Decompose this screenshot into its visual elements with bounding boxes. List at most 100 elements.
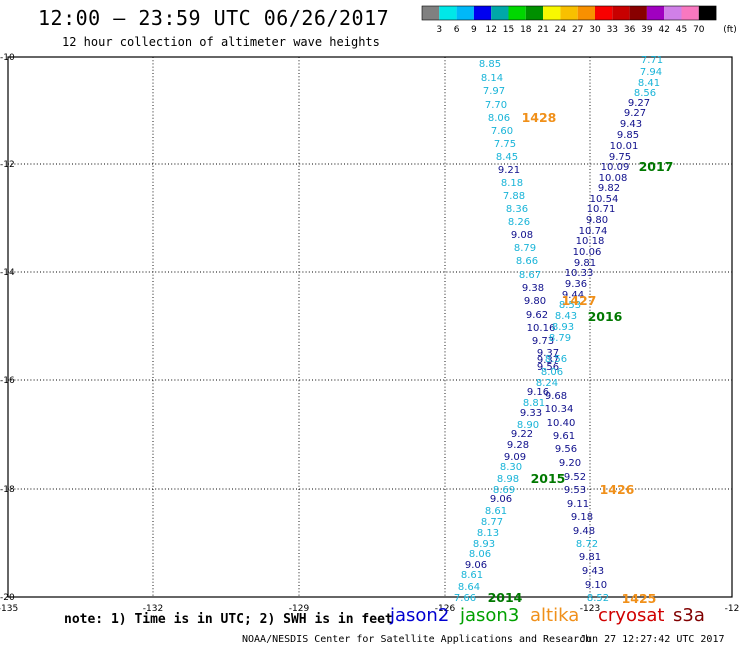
wave-height-label: 8.77 [481, 517, 503, 528]
legend-cryosat: cryosat [598, 605, 665, 626]
pass-number-label: 1427 [562, 293, 597, 308]
wave-height-label: 10.16 [527, 323, 556, 334]
wave-height-label: 9.82 [598, 183, 620, 194]
wave-height-label: 9.62 [526, 310, 548, 321]
wave-height-label: 10.71 [587, 204, 616, 215]
wave-height-label: 9.48 [573, 526, 595, 537]
colorbar-tick-label: 33 [607, 25, 618, 35]
colorbar-tick-label: 9 [471, 25, 477, 35]
colorbar-tick-label: 6 [454, 25, 460, 35]
wave-height-label: 9.53 [564, 485, 586, 496]
wave-height-label: 9.44 [562, 290, 584, 301]
wave-height-label: 8.93 [473, 539, 495, 550]
legend-jason2: jason2 [390, 605, 450, 626]
wave-height-label: 9.68 [545, 391, 567, 402]
wave-height-label: 8.06 [541, 367, 563, 378]
wave-height-label: 9.80 [586, 215, 608, 226]
longitude-tick-label: -132 [143, 604, 163, 614]
wave-height-label: 7.97 [483, 86, 505, 97]
colorbar-swatch [439, 6, 457, 20]
colorbar-tick-label: 70 [693, 25, 705, 35]
colorbar-swatch [543, 6, 561, 20]
wave-height-label: 7.75 [494, 139, 516, 150]
wave-height-label: 8.36 [506, 204, 528, 215]
wave-height-label: 8.69 [493, 485, 515, 496]
wave-height-label: 9.22 [511, 429, 533, 440]
wave-height-label: 9.37 [537, 348, 559, 359]
wave-height-label: 9.11 [567, 499, 589, 510]
wave-height-label: 8.66 [516, 256, 538, 267]
colorbar-tick-label: 45 [676, 25, 687, 35]
latitude-tick-label: -18 [0, 485, 15, 495]
wave-height-colorbar: 3 6 9 12 15 18 21 24 27 30 33 36 39 42 45 70 (ft) [421, 5, 737, 35]
wave-height-label: 8.06 [488, 113, 510, 124]
wave-height-label: 10.33 [565, 268, 594, 279]
wave-height-label: 8.98 [497, 474, 519, 485]
wave-height-label: 8.64 [458, 582, 480, 593]
colorbar-tick-label: 18 [520, 25, 532, 35]
legend-s3a: s3a [673, 605, 705, 626]
map-border [7, 56, 733, 598]
wave-height-label: 9.18 [571, 512, 593, 523]
wave-height-label: 7.71 [641, 55, 663, 66]
wave-height-label: 8.56 [545, 354, 567, 365]
wave-height-label: 9.28 [507, 440, 529, 451]
latitude-tick-label: -20 [0, 593, 15, 603]
header-subtitle: 12 hour collection of altimeter wave hei… [62, 35, 380, 49]
colorbar-swatch [508, 6, 526, 20]
wave-height-label: 9.16 [527, 387, 549, 398]
wave-height-label: 9.38 [522, 283, 544, 294]
colorbar-tick-label: 27 [572, 25, 583, 35]
wave-height-label: 9.43 [582, 566, 604, 577]
longitude-tick-label: -135 [0, 604, 18, 614]
wave-height-label: 9.81 [574, 258, 596, 269]
longitude-tick-label: -126 [435, 604, 456, 614]
colorbar-tick-label: 36 [624, 25, 636, 35]
colorbar-unit-label: (ft) [723, 25, 737, 35]
wave-height-label: 10.09 [601, 162, 630, 173]
wave-height-label: 9.80 [524, 296, 546, 307]
wave-height-label: 8.24 [536, 378, 558, 389]
wave-height-label: 10.34 [545, 404, 574, 415]
wave-height-label: 8.85 [479, 59, 501, 70]
note-text: note: 1) Time is in UTC; 2) SWH is in fe… [64, 612, 393, 627]
wave-height-label: 8.26 [508, 217, 530, 228]
wave-height-label: 8.72 [576, 539, 598, 550]
wave-height-label: 9.43 [620, 119, 642, 130]
longitude-tick-label: -123 [580, 604, 600, 614]
wave-height-label: 10.06 [573, 247, 602, 258]
colorbar-swatch [473, 6, 492, 20]
wave-height-label: 8.81 [523, 398, 545, 409]
pass-number-label: 2014 [488, 590, 523, 605]
latitude-tick-label: -10 [0, 53, 15, 63]
wave-height-label: 9.81 [579, 552, 601, 563]
wave-height-label: 9.09 [504, 452, 526, 463]
colorbar-swatch [595, 6, 613, 20]
pass-number-label: 2016 [588, 309, 623, 324]
colorbar-tick-label: 3 [436, 25, 442, 35]
wave-height-label: 8.41 [638, 78, 660, 89]
wave-height-label: 8.79 [549, 333, 571, 344]
wave-height-label: 9.27 [624, 108, 646, 119]
colorbar-swatch [491, 6, 509, 20]
wave-height-label: 9.75 [609, 152, 631, 163]
wave-height-label: 10.54 [590, 194, 619, 205]
wave-height-label: 8.56 [634, 88, 656, 99]
wave-height-label: 8.18 [501, 178, 523, 189]
colorbar-swatch [664, 6, 682, 20]
colorbar-tick-label: 39 [641, 25, 653, 35]
pass-number-label: 1426 [600, 482, 635, 497]
wave-height-label: 7.94 [640, 67, 662, 78]
wave-height-label: 8.13 [477, 528, 499, 539]
pass-number-label: 2015 [531, 471, 566, 486]
colorbar-swatch [681, 6, 699, 20]
colorbar-swatch [422, 6, 440, 20]
colorbar-frame [421, 5, 717, 21]
wave-height-label: 9.36 [565, 279, 587, 290]
wave-height-label: 10.01 [610, 141, 639, 152]
wave-height-label: 7.70 [485, 100, 507, 111]
wave-height-label: 9.20 [559, 458, 581, 469]
wave-height-label: 9.61 [553, 431, 575, 442]
wave-height-label: 8.43 [555, 311, 577, 322]
